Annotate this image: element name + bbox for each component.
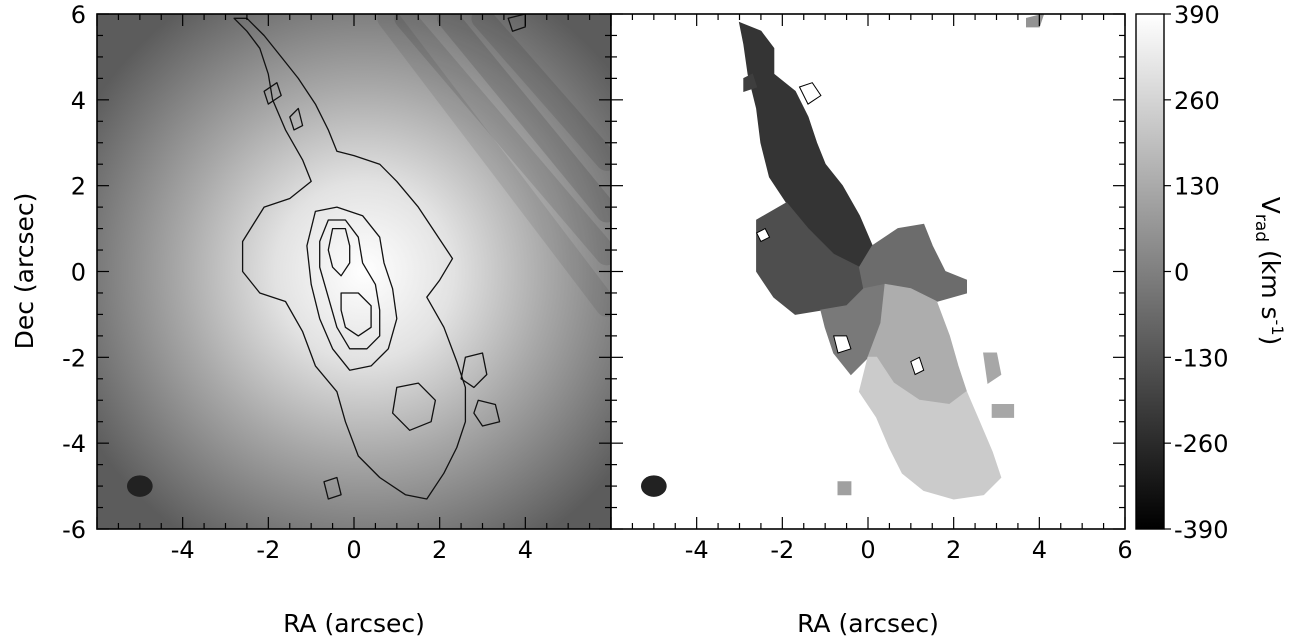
- velocity-region: [991, 404, 1015, 418]
- velocity-hole: [798, 82, 822, 105]
- left-axis-ticks: [96, 13, 612, 530]
- colorbar: 390 260 130 0 -130 -260 -390 Vrad (km s-1): [1135, 1, 1287, 544]
- beam-ellipse: [640, 475, 667, 497]
- contour-layer: [233, 14, 526, 500]
- velocity-hole: [833, 335, 852, 354]
- tick-labels: -4 -2 0 2 4 -4 -2 0 2 4 6 -6 -4 -2 0 2 4 6: [62, 1, 1133, 564]
- velocity-region: [837, 481, 852, 496]
- y-tick-label: 2: [71, 173, 86, 201]
- x-tick-label: 0: [346, 536, 361, 564]
- colorbar-tick-label: 260: [1174, 87, 1220, 115]
- contour-line: [391, 382, 437, 431]
- intensity-panel: [96, 13, 612, 530]
- colorbar-gradient: [1135, 13, 1165, 530]
- dust-lane: [377, 14, 611, 317]
- contour-line: [340, 292, 372, 337]
- x-tick-label: -4: [685, 536, 709, 564]
- right-axis-ticks: [610, 13, 1126, 530]
- contour-line: [460, 352, 488, 389]
- x-tick-label: 2: [946, 536, 961, 564]
- contour-line: [473, 399, 501, 427]
- colorbar-tick-label: 130: [1174, 173, 1220, 201]
- x-tick-label: 4: [1032, 536, 1047, 564]
- dust-lanes: [377, 14, 611, 317]
- velocity-hole: [910, 356, 925, 376]
- colorbar-tick-label: 390: [1174, 1, 1220, 29]
- x-tick-label: 4: [518, 536, 533, 564]
- colorbar-tick-label: -130: [1174, 344, 1228, 372]
- colorbar-ticks: 390 260 130 0 -130 -260 -390: [1164, 1, 1228, 544]
- velocity-region: [858, 356, 1002, 500]
- dust-lane: [471, 14, 611, 171]
- x-tick-label: -2: [256, 536, 280, 564]
- contour-line: [319, 219, 381, 350]
- contour-line: [233, 17, 467, 500]
- y-tick-label: 6: [71, 1, 86, 29]
- x-tick-label: -4: [171, 536, 195, 564]
- contour-line: [289, 107, 304, 131]
- colorbar-tick-label: 0: [1174, 259, 1189, 287]
- y-tick-label: -2: [62, 344, 86, 372]
- x-axis-title-right: RA (arcsec): [797, 609, 939, 638]
- dust-lane: [394, 14, 611, 266]
- contour-line: [327, 227, 351, 277]
- x-tick-label: 2: [432, 536, 447, 564]
- x-tick-label: 6: [1117, 536, 1132, 564]
- dust-lane: [437, 14, 611, 223]
- x-tick-label: 0: [860, 536, 875, 564]
- velocity-hole: [755, 227, 771, 243]
- colorbar-tick-label: -390: [1174, 516, 1228, 544]
- contour-line: [323, 476, 342, 500]
- contour-line: [263, 82, 282, 105]
- colorbar-tick-label: -260: [1174, 430, 1228, 458]
- y-tick-label: 0: [71, 259, 86, 287]
- x-axis-title-left: RA (arcsec): [283, 609, 425, 638]
- y-tick-label: -4: [62, 430, 86, 458]
- contour-line: [306, 206, 398, 371]
- y-tick-label: -6: [62, 516, 86, 544]
- x-tick-label: -2: [770, 536, 794, 564]
- beam-ellipse: [126, 475, 153, 497]
- velocity-region: [983, 352, 1002, 384]
- contour-line: [507, 14, 526, 32]
- y-axis-title: Dec (arcsec): [10, 193, 39, 350]
- colorbar-label: Vrad (km s-1): [1251, 197, 1287, 346]
- y-tick-label: 4: [71, 87, 86, 115]
- velocity-panel: [610, 13, 1126, 530]
- velocity-region: [743, 73, 758, 92]
